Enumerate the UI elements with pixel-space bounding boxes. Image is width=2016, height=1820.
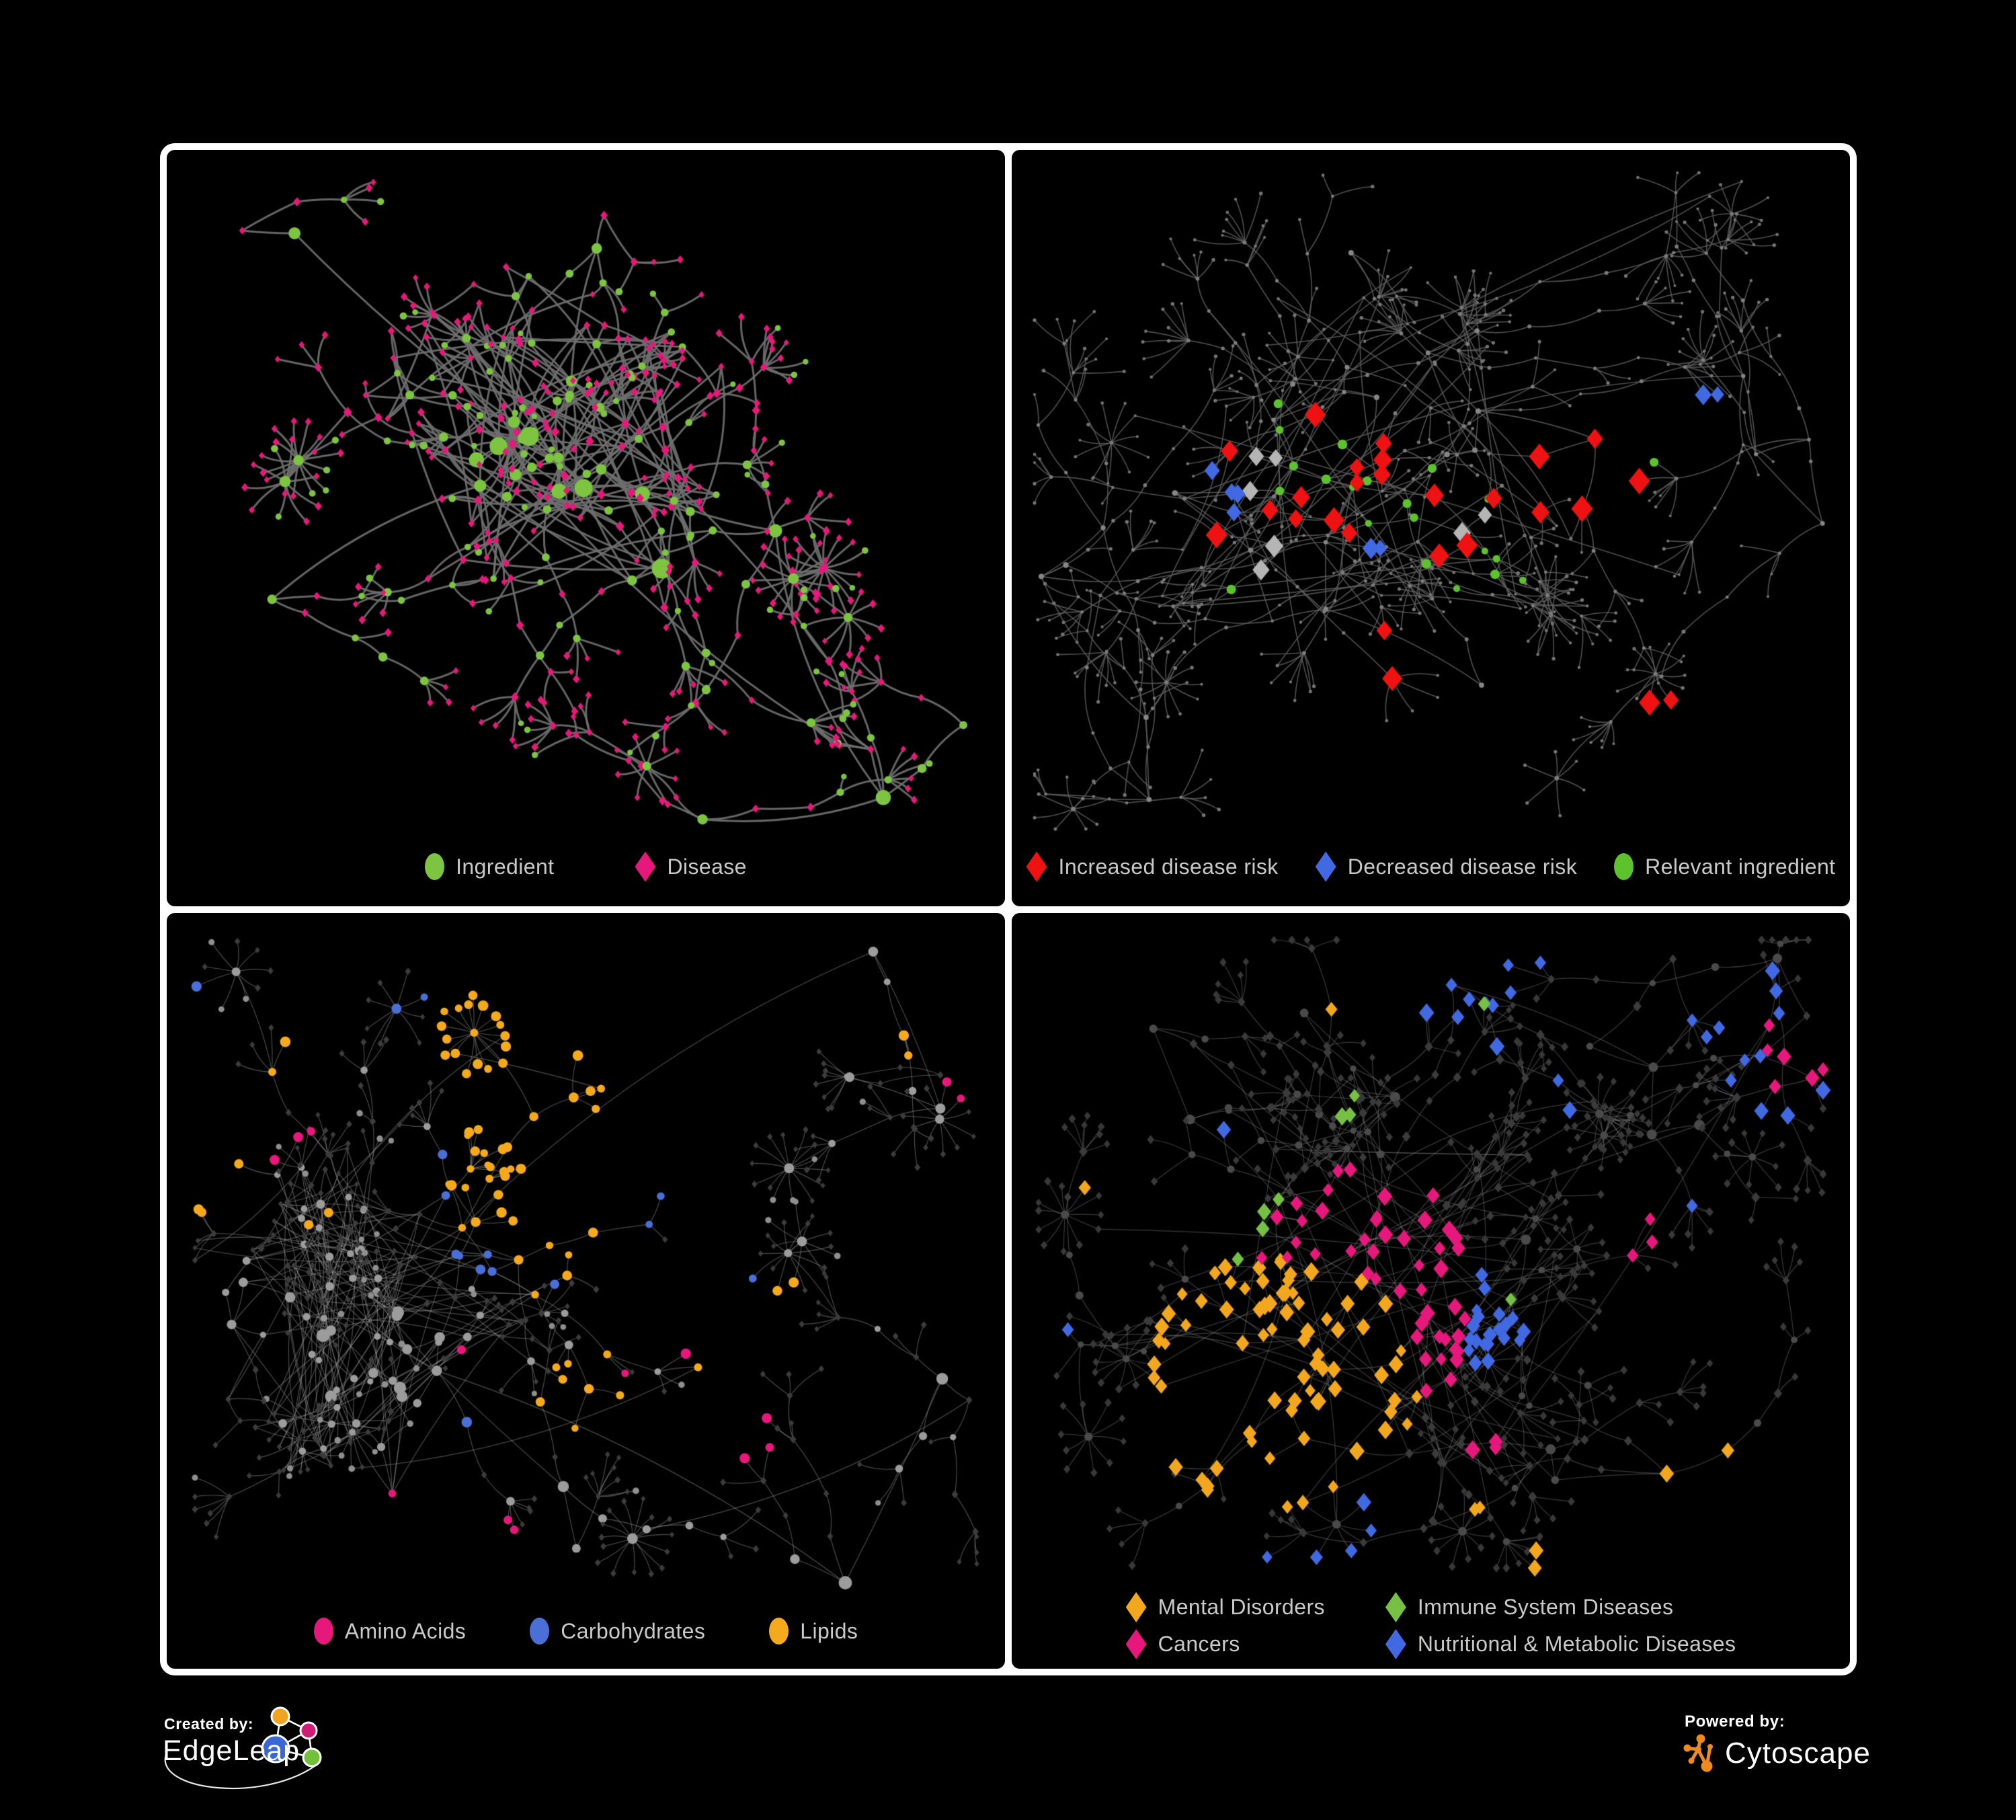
- figure-grid: Ingredient Disease Increased disease risk…: [160, 143, 1857, 1675]
- legend-item-lipids: Lipids: [769, 1618, 858, 1645]
- diamond-marker-icon: [1026, 851, 1047, 882]
- panel-ingredient-disease: Ingredient Disease: [167, 150, 1005, 906]
- powered-by-label: Powered by:: [1685, 1712, 1785, 1731]
- edgeleap-logo-icon: [164, 1706, 322, 1790]
- circle-marker-icon: [530, 1618, 550, 1645]
- diamond-marker-icon: [1315, 851, 1336, 882]
- legend-item-nutritional-metabolic-diseases: Nutritional & Metabolic Diseases: [1385, 1629, 1736, 1659]
- legend-ingredient-disease: Ingredient Disease: [167, 851, 1005, 882]
- legend-item-relevant-ingredient: Relevant ingredient: [1614, 853, 1835, 880]
- network-canvas-disease-classes: [1012, 912, 1850, 1669]
- legend-item-immune-system-diseases: Immune System Diseases: [1385, 1592, 1736, 1622]
- legend-item-disease: Disease: [635, 851, 747, 882]
- diamond-marker-icon: [1385, 1629, 1406, 1659]
- network-canvas-disease-risk: [1012, 150, 1850, 906]
- created-by-label: Created by:: [164, 1715, 254, 1733]
- legend-label: Nutritional & Metabolic Diseases: [1417, 1632, 1736, 1656]
- legend-item-cancers: Cancers: [1125, 1629, 1325, 1659]
- legend-nutrient-classes: Amino Acids Carbohydrates Lipids: [167, 1618, 1005, 1645]
- legend-label: Relevant ingredient: [1645, 854, 1836, 879]
- legend-item-ingredient: Ingredient: [425, 853, 554, 880]
- circle-marker-icon: [313, 1618, 333, 1645]
- circle-marker-icon: [769, 1618, 789, 1645]
- legend-label: Carbohydrates: [561, 1618, 706, 1643]
- legend-item-decreased-disease-risk: Decreased disease risk: [1315, 851, 1578, 882]
- circle-marker-icon: [425, 853, 445, 880]
- legend-item-mental-disorders: Mental Disorders: [1125, 1592, 1325, 1622]
- diamond-marker-icon: [1125, 1629, 1147, 1659]
- cytoscape-wordmark: Cytoscape: [1725, 1737, 1871, 1770]
- logo-node-blue: [261, 1734, 290, 1764]
- legend-disease-risk: Increased disease risk Decreased disease …: [1012, 851, 1850, 882]
- network-canvas-ingredient-disease: [167, 150, 1005, 906]
- diamond-marker-icon: [635, 851, 656, 882]
- cytoscape-branding: Powered by: Cytosc: [1675, 1704, 1991, 1815]
- panel-disease-risk: Increased disease risk Decreased disease …: [1012, 150, 1850, 906]
- legend-label: Increased disease risk: [1058, 854, 1279, 879]
- edgeleap-branding: Created by: EdgeLeap: [160, 1704, 510, 1815]
- legend-item-carbohydrates: Carbohydrates: [530, 1618, 705, 1645]
- diamond-marker-icon: [1385, 1592, 1406, 1622]
- legend-disease-classes: Mental Disorders Immune System Diseases Ca…: [1012, 1592, 1850, 1659]
- legend-label: Mental Disorders: [1158, 1595, 1325, 1619]
- legend-label: Cancers: [1158, 1632, 1240, 1656]
- legend-label: Immune System Diseases: [1417, 1595, 1674, 1619]
- legend-label: Ingredient: [456, 854, 555, 879]
- edgeleap-wordmark: EdgeLeap: [163, 1735, 300, 1767]
- panel-disease-classes: Mental Disorders Immune System Diseases Ca…: [1012, 912, 1850, 1669]
- logo-node-orange: [270, 1706, 290, 1727]
- logo-node-magenta: [299, 1721, 318, 1740]
- circle-marker-icon: [1614, 853, 1634, 880]
- legend-item-amino-acids: Amino Acids: [313, 1618, 467, 1645]
- legend-label: Decreased disease risk: [1347, 854, 1578, 879]
- legend-label: Amino Acids: [344, 1618, 467, 1643]
- panel-nutrient-classes: Amino Acids Carbohydrates Lipids: [167, 912, 1005, 1669]
- legend-label: Disease: [667, 854, 747, 879]
- logo-node-green: [302, 1747, 322, 1768]
- diamond-marker-icon: [1125, 1592, 1147, 1622]
- network-canvas-nutrient-classes: [167, 912, 1005, 1669]
- cytoscape-logo-icon: [1683, 1734, 1713, 1772]
- legend-item-increased-disease-risk: Increased disease risk: [1026, 851, 1279, 882]
- legend-label: Lipids: [800, 1618, 858, 1643]
